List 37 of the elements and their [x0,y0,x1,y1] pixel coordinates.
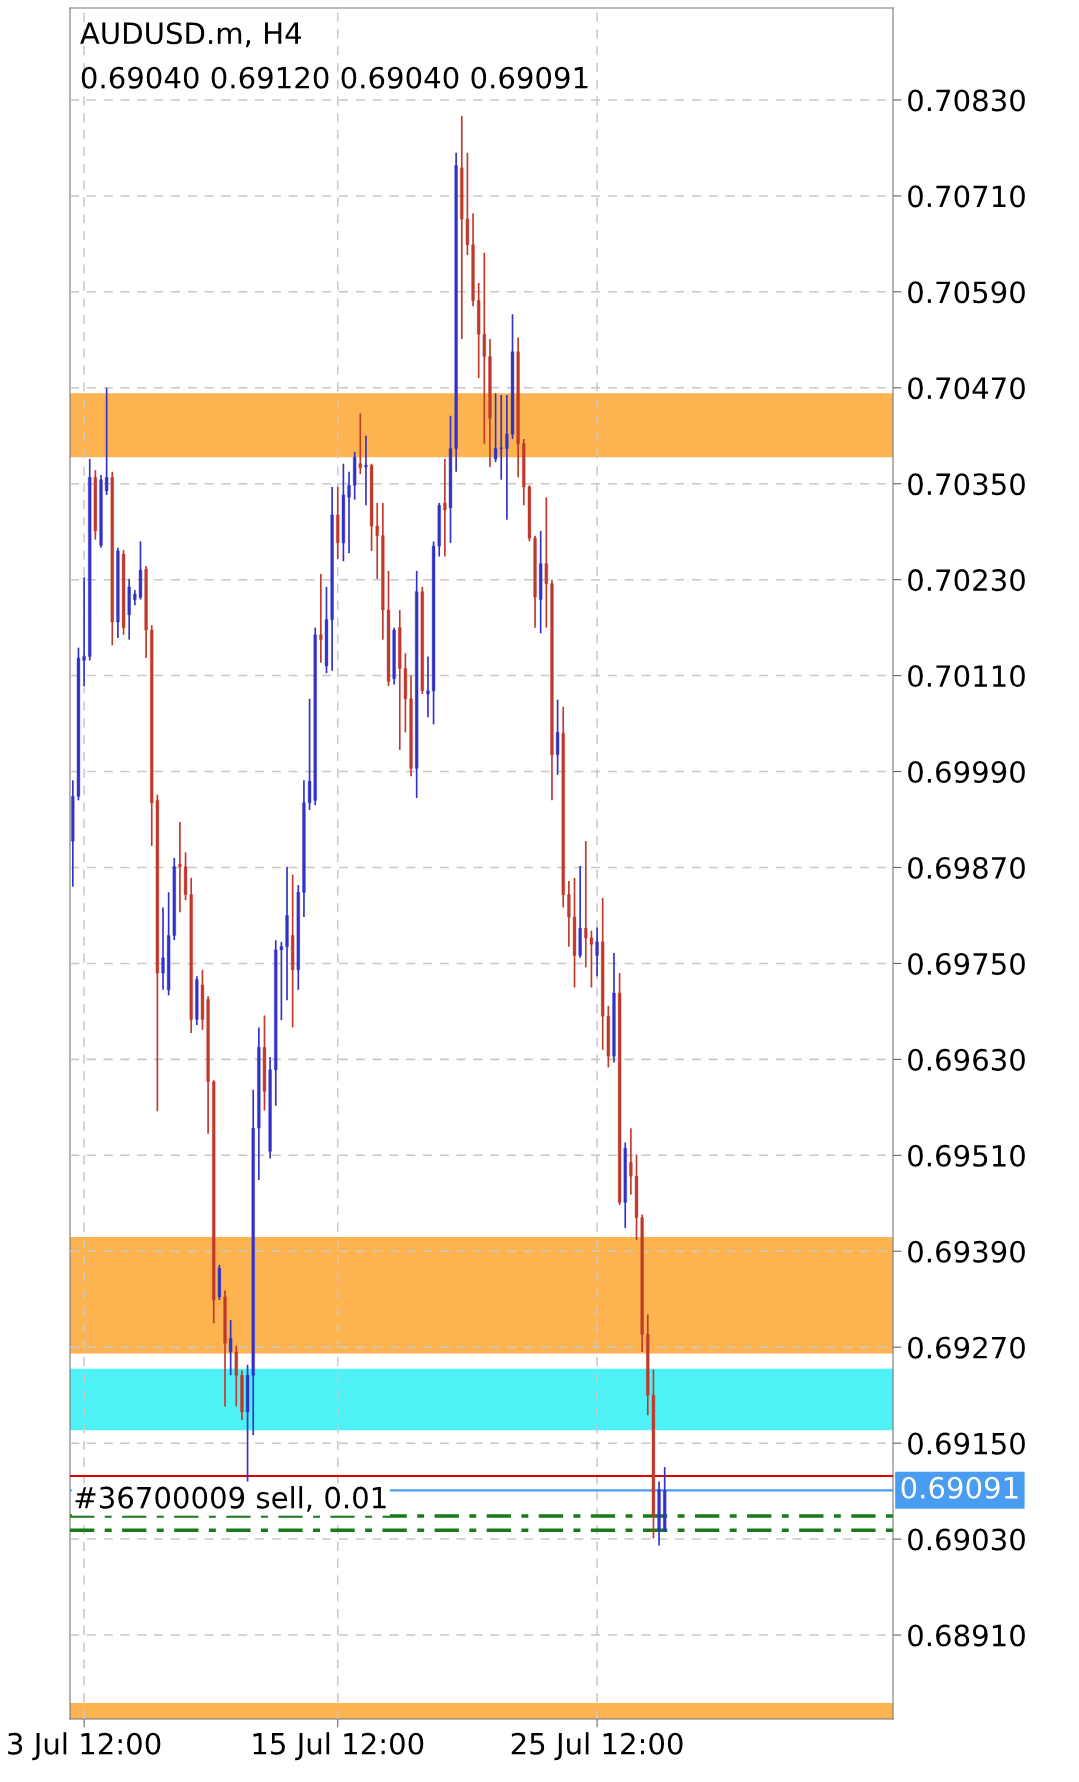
candlestick [234,1344,238,1408]
y-tick-label: 0.69270 [908,1336,1025,1359]
x-tick-label: 25 Jul 12:00 [511,1732,683,1761]
candlestick [358,412,362,475]
y-tick-label: 0.69150 [908,1432,1025,1455]
candlestick [364,434,368,507]
candlestick [161,906,165,991]
y-tick-label: 0.70470 [908,377,1025,400]
ref-line-label: #36700009 sell, 0.01 [75,1486,386,1512]
y-tick-label: 0.70830 [908,89,1025,112]
y-tick-label: 0.70110 [908,665,1025,688]
candlestick [229,1319,233,1377]
x-tick-label: 3 Jul 12:00 [8,1732,161,1761]
y-tick-label: 0.69510 [908,1144,1025,1167]
text: 0.69040 0.69120 0.69040 0.69091 [81,66,588,89]
candlestick [426,655,430,719]
candlestick [443,458,447,558]
y-tick-label: 0.70710 [908,185,1025,208]
y-tick-label: 0.68910 [908,1624,1025,1647]
y-tick-label: 0.70230 [908,569,1025,592]
y-tick-label: 0.69030 [908,1528,1025,1551]
candlestick [555,698,560,776]
ref-line-label: 0.69091 [901,1476,1018,1499]
candlestick [105,386,109,496]
candlestick [347,470,351,555]
chart-title: AUDUSD.m, H4 [80,22,302,48]
x-tick-label: 15 Jul 12:00 [253,1732,424,1761]
y-tick-label: 0.69750 [908,952,1025,975]
y-tick-label: 0.70350 [908,473,1025,496]
y-tick-label: 0.69870 [908,856,1025,879]
y-tick-label: 0.69390 [908,1240,1025,1263]
candlestick [544,496,548,629]
y-tick-label: 0.70590 [908,281,1025,304]
y-tick-label: 0.69990 [908,760,1025,784]
candlestick [319,573,323,664]
y-tick-label: 0.69630 [908,1048,1025,1071]
candlestick [595,926,599,978]
